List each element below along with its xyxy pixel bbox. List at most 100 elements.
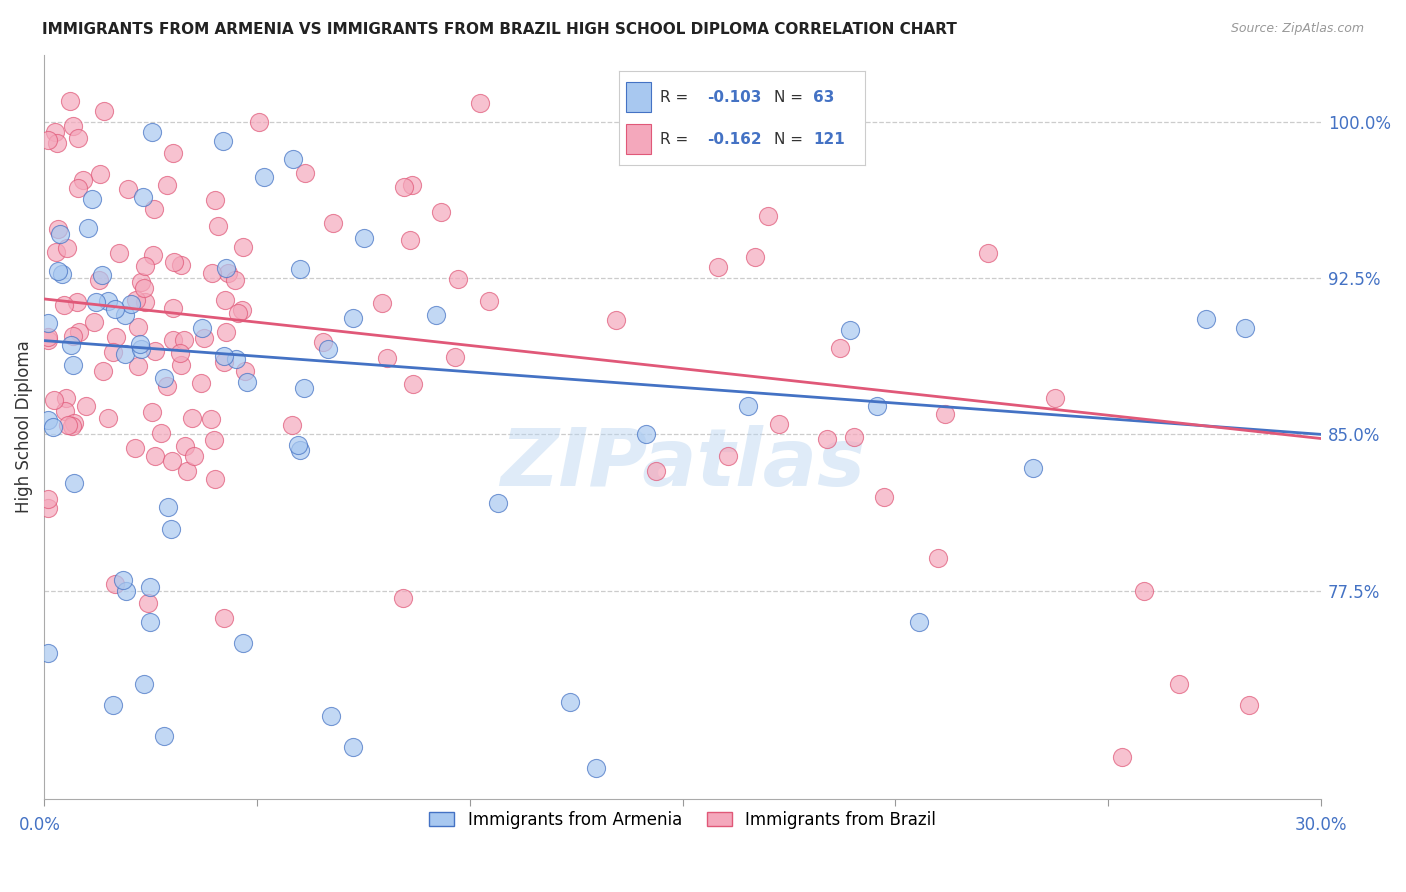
Point (46, 222, 69, 236)
Point (873, 491, 896, 505)
Point (173, 439, 195, 453)
Point (200, 412, 222, 426)
Point (231, 303, 253, 318)
Text: -0.103: -0.103 (707, 90, 762, 105)
Point (111, 573, 134, 587)
Point (319, 708, 342, 723)
Point (322, 216, 344, 230)
Point (190, 376, 212, 390)
Point (108, 246, 131, 260)
Point (392, 179, 415, 194)
Point (605, 313, 627, 327)
Text: 121: 121 (813, 132, 845, 147)
Point (290, 443, 312, 458)
Point (225, 352, 247, 367)
Point (169, 346, 191, 360)
Point (717, 449, 740, 463)
Point (42, 419, 65, 434)
Point (214, 293, 236, 308)
Point (828, 342, 851, 356)
Point (89, 167, 111, 181)
Point (287, 437, 309, 451)
Point (114, 347, 136, 361)
Point (55, 392, 77, 406)
Point (83, 315, 105, 329)
Point (212, 611, 235, 625)
Point (37, 501, 59, 516)
Text: R =: R = (661, 132, 693, 147)
Point (134, 295, 156, 310)
Text: 30.0%: 30.0% (1295, 815, 1347, 834)
Point (37, 646, 59, 660)
Point (129, 342, 152, 356)
Point (91, 364, 114, 378)
Point (1111, 750, 1133, 764)
Text: Source: ZipAtlas.com: Source: ZipAtlas.com (1230, 22, 1364, 36)
Point (201, 266, 224, 280)
Point (190, 321, 212, 335)
Point (89, 273, 111, 287)
Point (212, 349, 235, 363)
Point (62, 119, 84, 133)
Point (866, 400, 889, 414)
Point (156, 500, 179, 514)
Point (51, 267, 73, 281)
Point (744, 250, 766, 264)
Point (66, 295, 89, 310)
Point (120, 296, 142, 310)
Point (247, 115, 270, 129)
Point (283, 153, 305, 167)
Point (93, 104, 115, 119)
Point (127, 359, 149, 373)
Text: -0.162: -0.162 (707, 132, 762, 147)
Point (163, 254, 186, 268)
Point (176, 464, 198, 478)
Y-axis label: High School Diploma: High School Diploma (15, 341, 32, 514)
Point (217, 266, 239, 280)
Point (253, 169, 276, 184)
Point (215, 325, 238, 339)
Point (60, 419, 83, 434)
Point (838, 323, 860, 337)
Point (342, 310, 364, 325)
Point (232, 636, 254, 650)
Point (45, 244, 67, 259)
Point (48, 264, 70, 278)
Point (63, 416, 86, 430)
Point (153, 370, 176, 384)
Point (44, 392, 66, 407)
Bar (626, 124, 651, 153)
Point (399, 233, 422, 247)
Point (232, 240, 254, 254)
Point (215, 260, 238, 275)
Point (934, 407, 956, 421)
Point (401, 178, 423, 192)
Point (77, 221, 100, 235)
Point (815, 433, 838, 447)
Point (170, 358, 193, 372)
Point (977, 245, 1000, 260)
Point (844, 430, 866, 444)
Point (162, 146, 184, 161)
Point (132, 281, 155, 295)
Point (160, 454, 183, 468)
Point (104, 330, 127, 344)
Point (124, 441, 146, 455)
Point (233, 364, 256, 378)
Point (141, 405, 163, 419)
Point (66, 181, 89, 195)
Point (202, 433, 225, 447)
Point (353, 231, 375, 245)
Point (402, 376, 425, 391)
Point (294, 166, 316, 180)
Point (114, 308, 136, 322)
Point (56, 241, 79, 255)
Point (768, 417, 790, 431)
Point (128, 337, 150, 351)
Text: N =: N = (773, 90, 807, 105)
Point (371, 295, 394, 310)
Point (1043, 391, 1066, 405)
Point (37, 491, 59, 506)
Point (59, 94, 82, 108)
Point (37, 316, 59, 330)
